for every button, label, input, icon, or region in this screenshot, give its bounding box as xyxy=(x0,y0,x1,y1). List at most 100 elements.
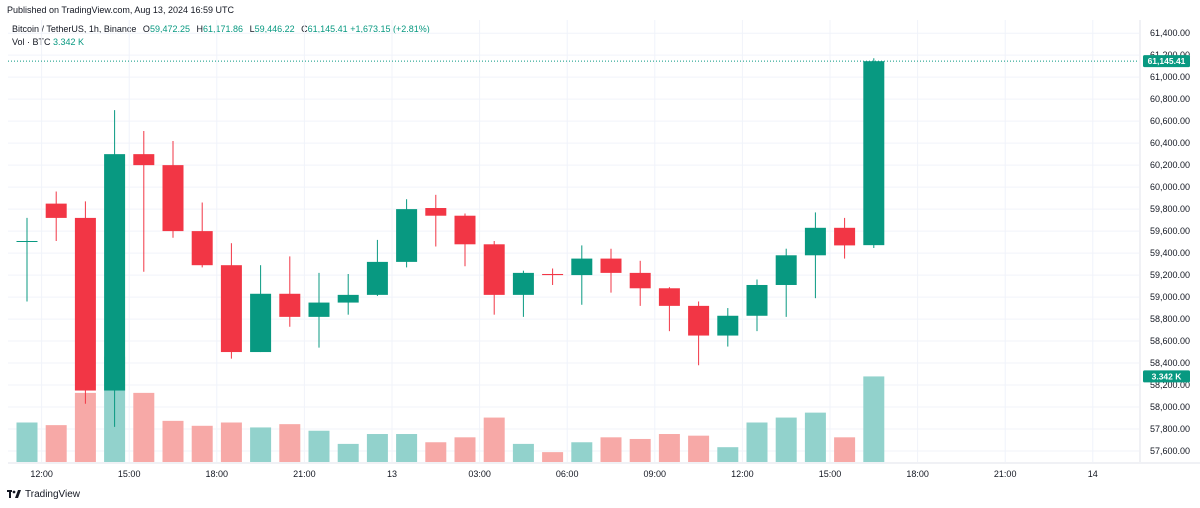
volume-bar xyxy=(396,434,418,462)
candle-body xyxy=(220,265,242,353)
volume-bar xyxy=(133,392,155,462)
candle-body xyxy=(396,209,418,262)
y-tick-label: 59,600.00 xyxy=(1150,226,1190,236)
candle-body xyxy=(250,293,272,353)
y-tick-label: 57,800.00 xyxy=(1150,424,1190,434)
candle-body xyxy=(863,61,885,246)
candle-body xyxy=(191,231,213,266)
candle-body xyxy=(834,227,856,246)
footer-brand: TradingView xyxy=(7,489,80,500)
x-tick-label: 18:00 xyxy=(206,469,229,479)
y-tick-label: 60,000.00 xyxy=(1150,182,1190,192)
volume-bar xyxy=(775,417,797,462)
y-tick-label: 58,600.00 xyxy=(1150,336,1190,346)
candle-body xyxy=(425,208,447,216)
candle-body xyxy=(104,154,126,391)
candle-body xyxy=(366,261,388,295)
x-tick-label: 06:00 xyxy=(556,469,579,479)
y-tick-label: 58,800.00 xyxy=(1150,314,1190,324)
volume-bar xyxy=(16,422,38,462)
candle-body xyxy=(74,217,96,391)
candle-body xyxy=(45,203,67,218)
y-tick-label: 59,800.00 xyxy=(1150,204,1190,214)
x-tick-label: 18:00 xyxy=(906,469,929,479)
x-tick-label: 21:00 xyxy=(293,469,316,479)
y-tick-label: 58,400.00 xyxy=(1150,358,1190,368)
candle-body xyxy=(308,302,330,317)
volume-bar xyxy=(804,412,826,462)
symbol-name: Bitcoin / TetherUS, 1h, Binance xyxy=(12,24,137,34)
open-key: O xyxy=(142,24,150,34)
volume-label: Vol · BTC xyxy=(12,37,51,47)
y-tick-label: 60,400.00 xyxy=(1150,138,1190,148)
x-tick-label: 13 xyxy=(387,469,397,479)
volume-bar xyxy=(863,376,885,462)
candle-body xyxy=(688,305,710,336)
y-tick-label: 61,000.00 xyxy=(1150,72,1190,82)
volume-bar xyxy=(337,443,359,462)
y-tick-label: 58,200.00 xyxy=(1150,380,1190,390)
x-tick-label: 21:00 xyxy=(994,469,1017,479)
candle-body xyxy=(133,154,155,166)
volume-bar xyxy=(308,430,330,462)
candle-body xyxy=(775,255,797,285)
y-tick-label: 59,400.00 xyxy=(1150,248,1190,258)
footer-brand-label: TradingView xyxy=(25,489,81,500)
volume-bar xyxy=(746,422,768,462)
y-tick-label: 60,600.00 xyxy=(1150,116,1190,126)
candle-body xyxy=(337,294,359,303)
low-value: 59,446.22 xyxy=(254,24,295,34)
published-info: Published on TradingView.com, Aug 13, 20… xyxy=(7,5,234,15)
candle-body xyxy=(279,293,301,317)
volume-value: 3.342 K xyxy=(53,37,85,47)
volume-legend: Vol · BTC 3.342 K xyxy=(12,37,84,47)
volume-bar xyxy=(600,437,622,462)
last-price-label: 61,145.41 xyxy=(1148,56,1186,66)
volume-bar xyxy=(45,425,67,462)
candle-body xyxy=(804,227,826,256)
volume-bar xyxy=(571,442,593,462)
candle-body xyxy=(162,165,184,232)
candle-body xyxy=(454,215,476,245)
candle-body xyxy=(483,244,505,295)
y-tick-label: 60,800.00 xyxy=(1150,94,1190,104)
volume-bar xyxy=(717,447,739,462)
low-key: L xyxy=(249,24,255,34)
tradingview-logo-icon xyxy=(7,490,21,498)
volume-bar xyxy=(454,437,476,462)
volume-badge-label: 3.342 K xyxy=(1152,371,1183,381)
volume-bar xyxy=(834,437,856,462)
change-value: +1,673.15 (+2.81%) xyxy=(350,24,430,34)
candle-body xyxy=(600,258,622,273)
volume-bar xyxy=(688,435,710,462)
x-tick-label: 14 xyxy=(1088,469,1098,479)
volume-bar xyxy=(542,452,564,462)
y-tick-label: 59,200.00 xyxy=(1150,270,1190,280)
volume-badge: 3.342 K xyxy=(1143,370,1190,383)
volume-bar xyxy=(658,434,680,462)
y-tick-label: 59,000.00 xyxy=(1150,292,1190,302)
y-tick-label: 58,000.00 xyxy=(1150,402,1190,412)
volume-bar xyxy=(162,420,184,462)
candle-body xyxy=(629,272,651,289)
volume-bar xyxy=(483,417,505,462)
symbol-legend: Bitcoin / TetherUS, 1h, Binance O59,472.… xyxy=(12,24,430,34)
volume-bar xyxy=(191,425,213,462)
close-value: 61,145.41 xyxy=(307,24,348,34)
x-tick-label: 15:00 xyxy=(819,469,842,479)
volume-bar xyxy=(74,392,96,462)
x-tick-label: 12:00 xyxy=(731,469,754,479)
volume-bar xyxy=(250,427,272,462)
y-tick-label: 57,600.00 xyxy=(1150,446,1190,456)
candle-body xyxy=(658,288,680,306)
volume-bar xyxy=(512,443,534,462)
x-tick-label: 15:00 xyxy=(118,469,141,479)
x-tick-label: 03:00 xyxy=(468,469,491,479)
x-tick-label: 09:00 xyxy=(644,469,667,479)
volume-bar xyxy=(366,434,388,462)
high-value: 61,171.86 xyxy=(203,24,244,34)
high-key: H xyxy=(196,24,204,34)
candle-body xyxy=(542,273,564,276)
last-price-badge: 61,145.41 xyxy=(1143,55,1190,68)
